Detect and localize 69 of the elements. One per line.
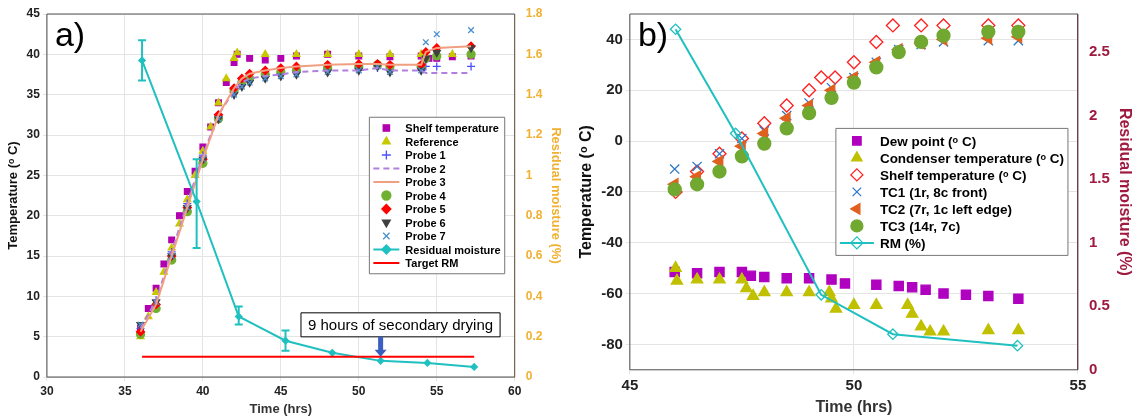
y2-tick-label: 0.2 — [525, 328, 543, 343]
y-axis-title: Temperature (ᵒ C) — [577, 125, 595, 259]
legend-label: Probe 7 — [405, 230, 446, 243]
legend-label: Probe 2 — [405, 162, 446, 175]
legend-label: Shelf temperature (ᵒ C) — [879, 167, 1027, 183]
x-axis-title: Time (hrs) — [815, 397, 893, 415]
y-tick-label: 20 — [26, 207, 41, 222]
annotation: 9 hours of secondary drying — [307, 315, 494, 333]
y-axis-title: Temperature (ᵒ C) — [5, 141, 21, 250]
legend-label: Condenser temperature (ᵒ C) — [879, 150, 1064, 166]
y-tick-label: 20 — [606, 80, 623, 98]
x-tick-label: 50 — [352, 383, 366, 398]
x-tick-label: 45 — [274, 383, 288, 398]
y2-tick-label: 1 — [1088, 232, 1098, 250]
y-tick-label: 0 — [614, 131, 623, 149]
y2-tick-label: 2.5 — [1088, 42, 1110, 60]
annotation: a) — [54, 15, 86, 54]
y2-tick-label: 0 — [1088, 359, 1098, 377]
legend-label: Probe 3 — [405, 176, 446, 189]
y-tick-label: 10 — [26, 288, 41, 303]
y2-axis-title: Residual moisture (%) — [548, 127, 564, 264]
y-tick-label: -80 — [601, 334, 623, 352]
x-tick-label: 60 — [508, 383, 522, 398]
y2-tick-label: 1.6 — [525, 46, 543, 61]
y-tick-label: 0 — [33, 369, 41, 384]
x-tick-label: 55 — [1069, 375, 1087, 393]
y-tick-label: 15 — [26, 248, 41, 263]
y-tick-label: 35 — [26, 86, 41, 101]
y-tick-label: 5 — [33, 328, 41, 343]
x-axis-title: Time (hrs) — [249, 400, 313, 416]
x-tick-label: 40 — [196, 383, 210, 398]
y-tick-label: 40 — [26, 46, 41, 61]
y-tick-label: 45 — [26, 6, 41, 21]
y2-tick-label: 0.6 — [525, 248, 543, 263]
x-tick-label: 45 — [621, 375, 639, 393]
legend-label: RM (%) — [879, 235, 926, 251]
y2-tick-label: 1.5 — [1088, 169, 1110, 187]
legend-label: Probe 4 — [405, 189, 447, 202]
y-tick-label: -40 — [601, 232, 623, 250]
legend-label: Probe 6 — [405, 216, 446, 229]
y2-tick-label: 1.2 — [525, 127, 543, 142]
legend-label: Probe 1 — [405, 149, 446, 162]
legend-label: TC2 (7r, 1c left edge) — [879, 201, 1012, 217]
y2-tick-label: 0.4 — [525, 288, 543, 303]
legend-label: TC3 (14r, 7c) — [879, 218, 961, 234]
y2-tick-label: 0 — [525, 369, 533, 384]
annotation: b) — [637, 15, 669, 54]
legend-label: Reference — [405, 135, 459, 148]
y-tick-label: -60 — [601, 283, 623, 301]
y2-tick-label: 1.4 — [525, 86, 543, 101]
y2-axis-title: Residual moisture (%) — [1116, 107, 1134, 276]
legend-label: Residual moisture — [405, 243, 501, 256]
x-tick-label: 50 — [845, 375, 863, 393]
legend-label: Dew point (ᵒ C) — [879, 133, 977, 149]
y2-tick-label: 0.5 — [1088, 296, 1110, 314]
legend-label: Probe 5 — [405, 203, 446, 216]
y-tick-label: 30 — [26, 127, 41, 142]
y2-tick-label: 1 — [525, 167, 533, 182]
legend-label: Target RM — [405, 257, 459, 270]
legend-label: Shelf temperature — [405, 122, 499, 135]
y2-tick-label: 0.8 — [525, 207, 543, 222]
y-tick-label: 40 — [606, 29, 623, 47]
y2-tick-label: 1.8 — [525, 6, 543, 21]
y-tick-label: 25 — [26, 167, 41, 182]
legend-label: TC1 (1r, 8c front) — [879, 184, 988, 200]
x-tick-label: 35 — [118, 383, 132, 398]
x-tick-label: 55 — [430, 383, 444, 398]
y-tick-label: -20 — [601, 182, 623, 200]
y2-tick-label: 2 — [1088, 105, 1098, 123]
